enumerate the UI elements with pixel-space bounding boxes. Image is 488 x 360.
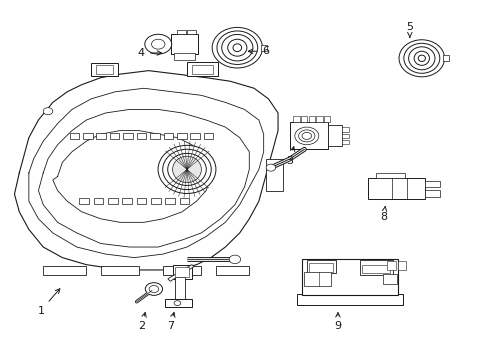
Bar — [137, 133, 146, 139]
Bar — [304, 273, 330, 286]
Bar — [96, 133, 106, 139]
Bar — [177, 133, 186, 139]
Text: 7: 7 — [166, 312, 175, 332]
Ellipse shape — [163, 149, 211, 190]
Circle shape — [43, 108, 53, 115]
Ellipse shape — [158, 145, 216, 193]
Bar — [186, 62, 218, 76]
Bar — [341, 134, 348, 138]
Bar — [375, 173, 404, 178]
Circle shape — [144, 34, 171, 54]
Bar — [101, 266, 139, 275]
Text: 5: 5 — [406, 22, 412, 37]
Bar — [328, 125, 341, 147]
Text: 9: 9 — [334, 312, 341, 332]
Bar — [190, 133, 200, 139]
Circle shape — [151, 39, 164, 49]
Circle shape — [174, 301, 181, 306]
Circle shape — [149, 285, 159, 293]
Bar — [110, 133, 119, 139]
Bar — [163, 266, 201, 275]
Circle shape — [145, 283, 162, 295]
Bar — [265, 159, 282, 190]
Ellipse shape — [403, 43, 439, 73]
Bar — [316, 116, 322, 122]
Polygon shape — [167, 265, 194, 281]
Bar — [382, 274, 396, 284]
Bar — [151, 198, 160, 204]
Bar — [302, 259, 397, 294]
Bar — [424, 190, 439, 197]
Bar — [301, 116, 306, 122]
Bar — [137, 198, 146, 204]
Bar — [293, 116, 299, 122]
Bar — [43, 266, 86, 275]
Bar — [424, 181, 439, 188]
Text: 6: 6 — [248, 46, 269, 56]
Bar — [361, 265, 389, 274]
Bar — [123, 133, 133, 139]
Circle shape — [265, 164, 275, 171]
Ellipse shape — [232, 44, 241, 51]
Ellipse shape — [417, 55, 425, 62]
Bar — [308, 116, 314, 122]
Bar — [203, 133, 213, 139]
Bar — [93, 198, 103, 204]
Bar — [289, 122, 327, 149]
Bar — [359, 260, 392, 275]
Text: 4: 4 — [138, 48, 161, 58]
Ellipse shape — [167, 153, 206, 185]
Bar — [177, 30, 185, 34]
Circle shape — [298, 130, 314, 142]
Ellipse shape — [221, 35, 252, 61]
Ellipse shape — [413, 51, 428, 66]
Bar — [79, 198, 89, 204]
Bar — [175, 267, 189, 277]
Text: 1: 1 — [37, 289, 60, 315]
Bar — [150, 133, 160, 139]
Text: 3: 3 — [286, 147, 294, 166]
Ellipse shape — [227, 39, 246, 56]
Circle shape — [229, 255, 240, 264]
Ellipse shape — [212, 27, 262, 68]
Bar — [165, 299, 191, 307]
Bar — [174, 53, 195, 60]
Bar — [341, 127, 348, 132]
Bar — [175, 277, 184, 302]
Bar — [69, 133, 79, 139]
Bar — [122, 198, 132, 204]
Bar — [171, 34, 198, 54]
Bar — [180, 198, 189, 204]
Bar — [261, 45, 266, 50]
Bar — [163, 133, 173, 139]
Ellipse shape — [408, 47, 434, 70]
Bar — [367, 178, 424, 199]
Ellipse shape — [217, 31, 257, 64]
Ellipse shape — [398, 40, 444, 77]
Bar — [443, 55, 448, 61]
Ellipse shape — [172, 156, 201, 183]
Bar — [324, 116, 329, 122]
Bar — [91, 63, 117, 76]
Bar — [341, 140, 348, 144]
Text: 2: 2 — [138, 312, 146, 332]
Bar — [215, 266, 249, 275]
Bar — [108, 198, 117, 204]
Circle shape — [302, 132, 311, 139]
Bar — [397, 261, 406, 270]
Bar — [297, 294, 402, 305]
Bar — [96, 66, 112, 74]
Bar — [186, 30, 195, 34]
Text: 8: 8 — [379, 206, 386, 222]
Bar — [308, 263, 332, 272]
Bar — [165, 198, 175, 204]
Bar — [83, 133, 92, 139]
Bar — [386, 261, 395, 270]
Bar — [172, 265, 191, 279]
Bar — [306, 260, 335, 274]
Bar — [191, 65, 213, 74]
Circle shape — [294, 127, 318, 145]
